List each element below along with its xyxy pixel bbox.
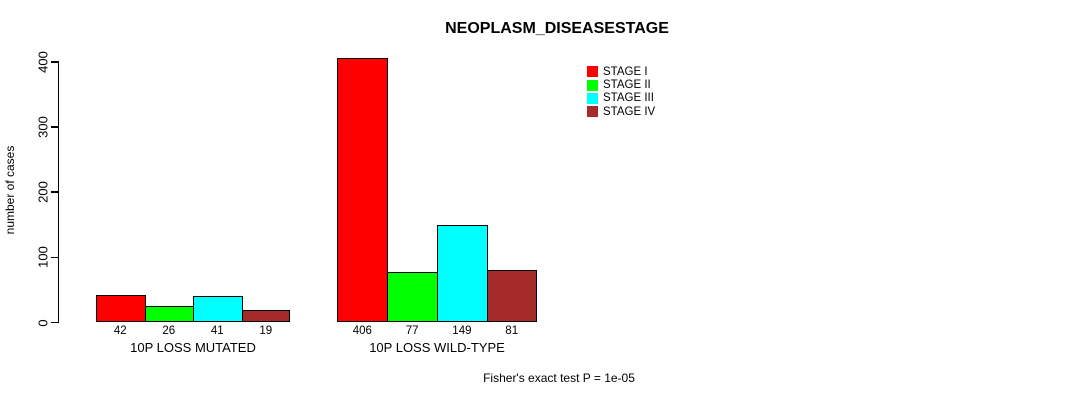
- y-tick-mark: [50, 126, 58, 128]
- y-tick-label: 0: [35, 318, 51, 327]
- bar-value-label: 406: [352, 325, 372, 337]
- legend-swatch-icon: [587, 92, 598, 104]
- bar-stage-iii-10p-loss-mutated: [193, 295, 243, 323]
- bar-stage-i-10p-loss-mutated: [96, 295, 146, 323]
- y-axis-line: [57, 61, 59, 324]
- legend-item-stage-i: STAGE I: [587, 65, 655, 78]
- legend-swatch-icon: [587, 106, 598, 118]
- legend-item-stage-ii: STAGE II: [587, 78, 655, 91]
- y-tick-mark: [50, 191, 58, 193]
- bar-stage-iv-10p-loss-wild-type: [486, 269, 537, 323]
- legend-item-stage-iii: STAGE III: [587, 92, 655, 105]
- bar-value-label: 149: [452, 325, 472, 337]
- bar-stage-iii-10p-loss-wild-type: [437, 225, 488, 323]
- bar-value-label: 41: [210, 325, 224, 337]
- legend-label: STAGE I: [603, 65, 648, 78]
- y-tick-label: 300: [35, 116, 51, 138]
- bar-value-label: 42: [113, 325, 127, 337]
- legend-item-stage-iv: STAGE IV: [587, 105, 655, 118]
- y-tick-mark: [50, 61, 58, 63]
- y-axis-title: number of cases: [3, 145, 17, 235]
- bar-value-label: 19: [259, 325, 273, 337]
- y-tick-label: 100: [35, 246, 51, 269]
- bar-value-label: 77: [405, 325, 419, 337]
- chart-title: NEOPLASM_DISEASESTAGE: [445, 20, 669, 37]
- y-tick-label: 200: [35, 181, 51, 204]
- group-label-10p-loss-wild-type: 10P LOSS WILD-TYPE: [369, 340, 505, 355]
- legend-label: STAGE IV: [603, 105, 656, 118]
- legend-label: STAGE II: [603, 79, 651, 92]
- bar-stage-ii-10p-loss-wild-type: [387, 272, 438, 323]
- bar-stage-i-10p-loss-wild-type: [337, 57, 389, 323]
- bar-stage-iv-10p-loss-mutated: [241, 310, 290, 323]
- y-tick-mark: [50, 256, 58, 259]
- legend-swatch-icon: [587, 79, 598, 91]
- legend-swatch-icon: [587, 66, 598, 78]
- legend-label: STAGE III: [603, 92, 654, 105]
- y-tick-label: 400: [35, 51, 51, 73]
- group-label-10p-loss-mutated: 10P LOSS MUTATED: [130, 340, 256, 355]
- bar-stage-ii-10p-loss-mutated: [144, 305, 194, 323]
- y-tick-mark: [50, 321, 58, 324]
- legend: STAGE I STAGE II STAGE III STAGE IV: [587, 65, 655, 119]
- footnote-text: Fisher's exact test P = 1e-05: [483, 371, 635, 385]
- bar-value-label: 26: [162, 325, 176, 337]
- bar-value-label: 81: [505, 325, 519, 337]
